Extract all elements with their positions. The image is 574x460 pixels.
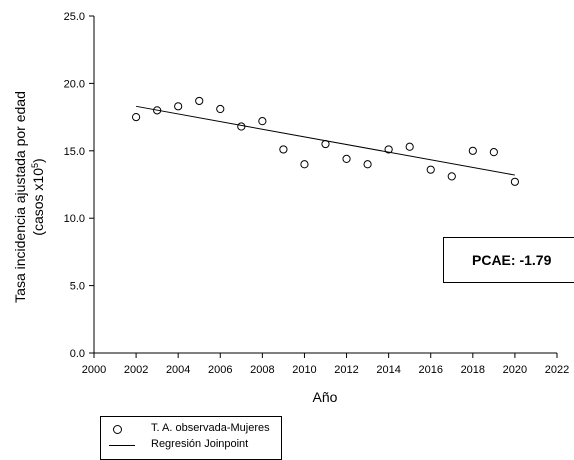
y-tick-label: 25.0 — [64, 11, 85, 23]
y-axis-title: Tasa incidencia ajustada por edad (casos… — [12, 91, 46, 303]
y-tick-label: 20.0 — [64, 78, 85, 90]
data-point — [195, 96, 204, 106]
x-tick-label: 2010 — [292, 364, 316, 376]
legend-label-observed: T. A. observada-Mujeres — [151, 422, 270, 434]
data-point — [342, 154, 351, 163]
data-point — [174, 102, 183, 111]
data-point — [447, 172, 456, 181]
y-axis-title-line1: Tasa incidencia ajustada por edad — [12, 91, 28, 303]
regression-line — [136, 105, 515, 176]
y-tick-label: 10.0 — [64, 213, 85, 225]
x-tick-label: 2016 — [418, 364, 442, 376]
data-point — [510, 177, 520, 186]
data-point — [237, 122, 246, 131]
plot-area: 0.0 5.0 10.0 15.0 20.0 25.0 2000 2002 2004 2006 20… — [64, 11, 570, 376]
x-tick-label: 2008 — [250, 364, 274, 376]
y-tick-label: 0.0 — [70, 348, 85, 360]
x-tick-label: 2000 — [82, 364, 106, 376]
pcae-annotation-text: PCAE: -1.79 — [472, 252, 552, 268]
data-point — [300, 160, 309, 169]
pcae-annotation-box: PCAE: -1.79 — [443, 237, 574, 283]
legend-item-observed: T. A. observada-Mujeres — [101, 422, 281, 436]
x-tick-label: 2004 — [166, 364, 190, 376]
y-tick-label: 5.0 — [70, 281, 85, 293]
y-axis-title-line2: (casos x105) — [30, 158, 46, 235]
data-point — [258, 117, 267, 126]
x-axis-title: Año — [313, 389, 338, 405]
data-point — [426, 165, 435, 174]
legend-circle-marker-icon — [113, 425, 122, 434]
data-point — [363, 160, 372, 169]
x-tick-label: 2022 — [545, 364, 569, 376]
legend-line-marker-icon — [109, 445, 135, 446]
data-point — [489, 148, 498, 157]
x-tick-label: 2014 — [376, 364, 400, 376]
x-tick-label: 2006 — [208, 364, 232, 376]
legend: T. A. observada-Mujeres Regresión Joinpo… — [100, 416, 282, 460]
data-point — [131, 113, 141, 122]
x-tick-label: 2020 — [503, 364, 527, 376]
data-point — [468, 146, 477, 155]
y-tick-label: 15.0 — [64, 146, 85, 158]
legend-label-regression: Regresión Joinpoint — [151, 438, 249, 450]
data-point — [216, 104, 225, 114]
x-tick-label: 2002 — [124, 364, 148, 376]
x-tick-label: 2018 — [461, 364, 485, 376]
data-point — [405, 142, 414, 151]
data-point — [384, 145, 393, 154]
x-tick-label: 2012 — [334, 364, 358, 376]
data-point — [279, 145, 288, 154]
legend-item-regression: Regresión Joinpoint — [101, 438, 281, 452]
